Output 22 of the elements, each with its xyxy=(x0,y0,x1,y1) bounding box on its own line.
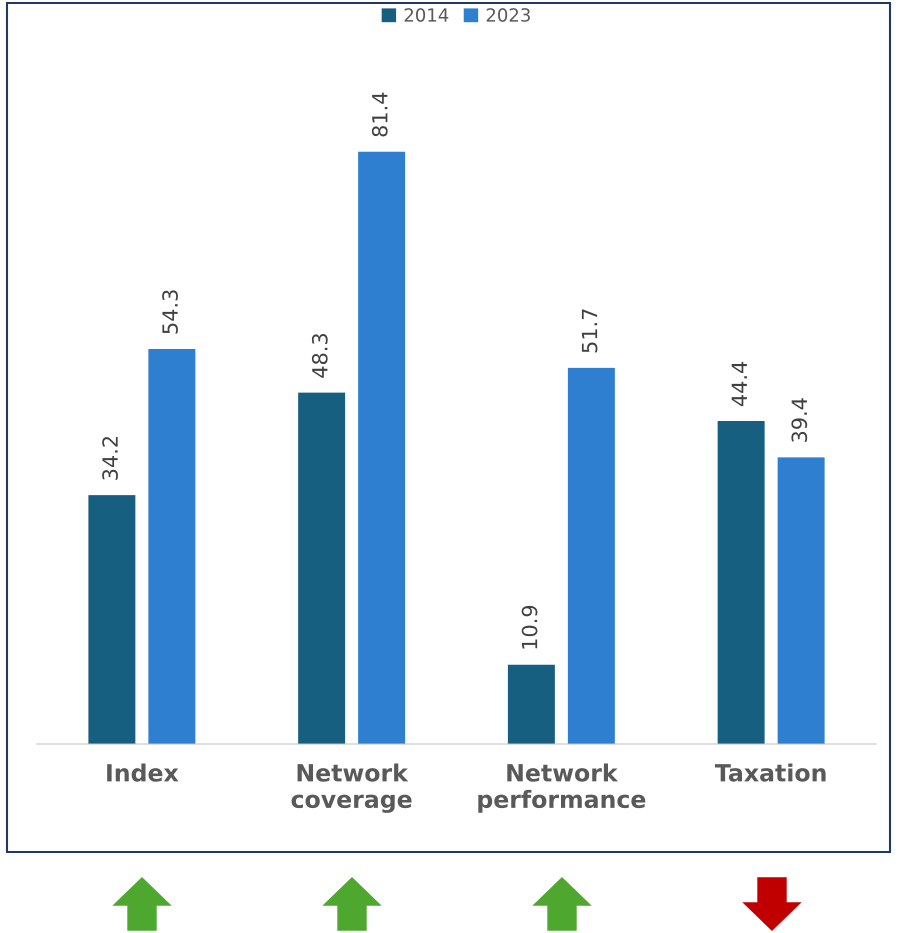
bar xyxy=(298,392,346,744)
data-label: 44.4 xyxy=(732,362,747,406)
x-tick-label: Index xyxy=(107,763,178,782)
legend-label: 2023 xyxy=(486,8,530,22)
bar xyxy=(358,152,406,744)
x-tick-label: Taxation xyxy=(714,763,826,782)
bar xyxy=(88,495,136,744)
data-label: 39.4 xyxy=(791,398,808,442)
bar xyxy=(508,664,555,744)
data-label: 51.7 xyxy=(582,309,598,352)
bar xyxy=(568,368,615,744)
legend-label: 2014 xyxy=(404,8,448,22)
bar xyxy=(718,420,765,744)
data-label: 54.3 xyxy=(162,290,178,334)
x-tick-label: Network coverage xyxy=(292,763,412,813)
x-tick-label: Network performance xyxy=(478,763,646,813)
data-label: 10.9 xyxy=(522,606,538,649)
bar xyxy=(148,348,196,744)
data-label: 81.4 xyxy=(372,92,388,136)
bar xyxy=(778,457,825,744)
data-label: 48.3 xyxy=(312,334,328,378)
data-label: 34.2 xyxy=(102,436,118,480)
